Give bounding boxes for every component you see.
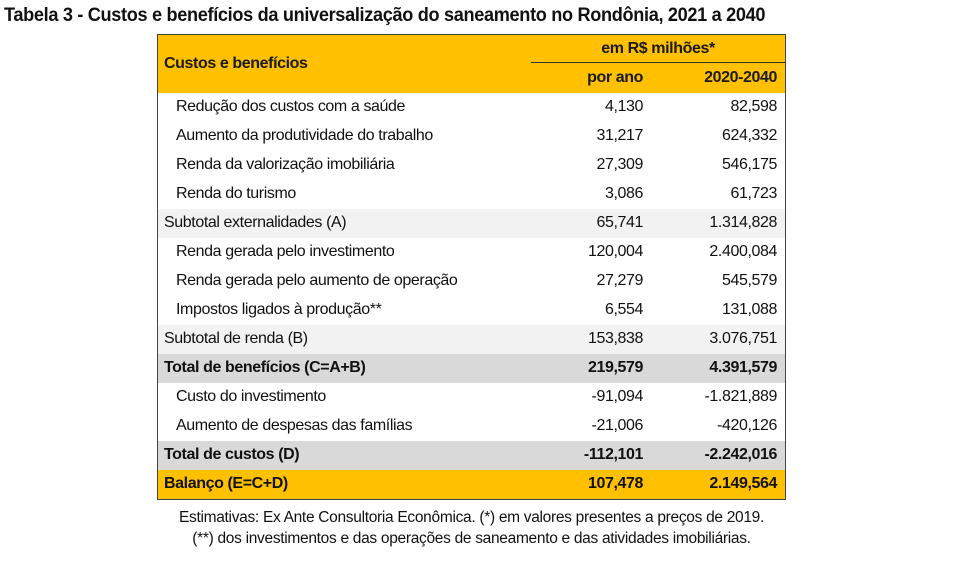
row-value-total-period: 61,723 [651,179,785,209]
row-label: Renda gerada pelo investimento [158,237,531,267]
footnote-notes: (**) dos investimentos e das operações d… [192,530,751,547]
row-label: Subtotal de renda (B) [158,324,531,354]
row-label: Custo do investimento [158,382,531,412]
row-label: Subtotal externalidades (A) [158,208,531,238]
table-row: Renda gerada pelo aumento de operação 27,… [158,266,785,296]
header-label: Custos e benefícios [164,54,308,72]
table-body: Redução dos custos com a saúde 4,130 82,59… [158,92,785,499]
table-row: Aumento da produtividade do trabalho 31,2… [158,121,785,151]
row-value-per-year: 27,279 [531,266,651,296]
footnote-source: Estimativas: Ex Ante Consultoria Econômi… [178,509,765,526]
row-value-total-period: 3.076,751 [651,324,785,354]
total-row: Total de benefícios (C=A+B) 219,579 4.391,… [158,353,785,383]
row-value-total-period: 2.400,084 [651,237,785,267]
header-per-year: por ano [587,68,643,86]
table-row: Redução dos custos com a saúde 4,130 82,59… [158,92,785,122]
subtotal-row: Subtotal externalidades (A) 65,741 1.314,8… [158,208,785,238]
row-value-per-year: 4,130 [531,92,651,122]
row-value-per-year: -112,101 [531,440,651,470]
row-value-per-year: 65,741 [531,208,651,238]
row-label: Aumento da produtividade do trabalho [158,121,531,151]
row-value-per-year: 107,478 [531,469,651,499]
header-row-unit: Custos e benefícios em R$ milhões* [158,35,785,72]
table-row: Aumento de despesas das famílias -21,006-… [158,411,785,441]
row-value-per-year: -21,006 [531,411,651,441]
row-value-total-period: 82,598 [651,92,785,122]
table-row: Custo do investimento -91,094 -1.821,889 [158,382,785,412]
data-table: Custos e benefícios em R$ milhões* por a… [158,35,785,499]
row-value-total-period: 131,088 [651,295,785,325]
header-unit: em R$ milhões* [531,35,785,63]
row-value-per-year: 3,086 [531,179,651,209]
table-row: Renda da valorização imobiliária 27,309 54… [158,150,785,180]
row-label: Renda da valorização imobiliária [158,150,531,180]
table-row: Renda gerada pelo investimento 120,004 2.4… [158,237,785,267]
row-value-per-year: 6,554 [531,295,651,325]
row-value-per-year: -91,094 [531,382,651,412]
table-title: Tabela 3 - Custos e benefícios da univer… [4,4,766,26]
row-label: Total de custos (D) [158,440,531,470]
row-label: Aumento de despesas das famílias [158,411,531,441]
row-value-total-period: -1.821,889 [651,382,785,412]
header-total-period: 2020-2040 [704,68,777,86]
row-label: Total de benefícios (C=A+B) [158,353,531,383]
total-row: Total de custos (D) -112,101 -2.242,016 [158,440,785,470]
table-row: Impostos ligados à produção** 6,554 131,08… [158,295,785,325]
row-value-total-period: 546,175 [651,150,785,180]
balance-row: Balanço (E=C+D) 107,478 2.149,564 [158,469,785,499]
row-value-per-year: 27,309 [531,150,651,180]
subtotal-row: Subtotal de renda (B) 153,838 3.076,751 [158,324,785,354]
row-value-total-period: 545,579 [651,266,785,296]
costs-benefits-table: Custos e benefícios em R$ milhões* por a… [157,34,786,500]
row-label: Renda gerada pelo aumento de operação [158,266,531,296]
row-label: Balanço (E=C+D) [158,469,531,499]
row-value-total-period: 2.149,564 [651,469,785,499]
row-value-per-year: 219,579 [531,353,651,383]
row-value-total-period: -420,126 [651,411,785,441]
row-value-total-period: 1.314,828 [651,208,785,238]
row-label: Redução dos custos com a saúde [158,92,531,122]
row-label: Renda do turismo [158,179,531,209]
row-value-total-period: 624,332 [651,121,785,151]
table-header: Custos e benefícios em R$ milhões* por a… [158,35,785,93]
row-value-per-year: 120,004 [531,237,651,267]
row-value-total-period: -2.242,016 [651,440,785,470]
row-value-per-year: 31,217 [531,121,651,151]
row-value-total-period: 4.391,579 [651,353,785,383]
table-row: Renda do turismo 3,086 61,723 [158,179,785,209]
row-label: Impostos ligados à produção** [158,295,531,325]
row-value-per-year: 153,838 [531,324,651,354]
